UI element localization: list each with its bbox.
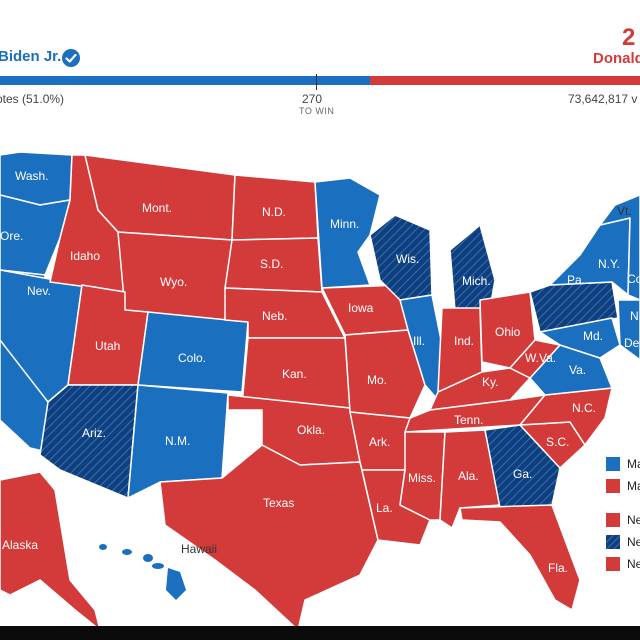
label-ga: Ga. <box>513 467 532 481</box>
label-idaho: Idaho <box>70 249 100 263</box>
label-nc: N.C. <box>572 401 596 415</box>
legend-swatch-hatched <box>606 535 620 549</box>
legend: Ma Ma Ne Ne Ne <box>606 455 640 595</box>
legend-swatch <box>606 457 620 471</box>
label-minn: Minn. <box>330 217 359 231</box>
state-md[interactable] <box>539 317 621 359</box>
state-colo[interactable] <box>137 311 249 393</box>
state-ariz[interactable] <box>39 384 139 499</box>
label-tenn: Tenn. <box>454 413 483 427</box>
label-miss: Miss. <box>408 471 436 485</box>
label-mich: Mich. <box>462 274 491 288</box>
label-okla: Okla. <box>297 423 325 437</box>
label-co-partial: Co <box>627 272 640 286</box>
label-nd: N.D. <box>262 205 286 219</box>
state-alaska[interactable] <box>0 471 100 626</box>
check-circle-icon <box>62 49 80 67</box>
label-sc: S.C. <box>546 435 569 449</box>
label-vt: Vt. <box>617 204 632 218</box>
legend-item: Ne <box>606 555 640 571</box>
label-ky: Ky. <box>482 375 498 389</box>
legend-item: Ne <box>606 511 640 527</box>
label-fla: Fla. <box>548 561 568 575</box>
label-texas: Texas <box>263 496 294 510</box>
results-header: Biden Jr. 2 Donald otes (51.0%) 270 TO W… <box>0 0 640 120</box>
label-va: Va. <box>569 363 586 377</box>
left-popular-votes: otes (51.0%) <box>0 92 65 106</box>
legend-swatch <box>606 557 620 571</box>
label-de-partial: De <box>624 336 640 350</box>
label-ill: Ill. <box>413 334 425 348</box>
label-ore: Ore. <box>0 229 23 243</box>
state-ga[interactable] <box>484 424 561 509</box>
label-n-partial: N <box>630 309 639 323</box>
legend-item: Ma <box>606 455 640 471</box>
label-pa: Pa. <box>567 273 585 287</box>
right-candidate-name: Donald <box>593 50 640 67</box>
label-nev: Nev. <box>27 284 51 298</box>
state-pa[interactable] <box>529 281 619 333</box>
label-wyo: Wyo. <box>160 275 187 289</box>
label-neb: Neb. <box>262 309 287 323</box>
label-wva: W.Va. <box>525 351 556 365</box>
state-minn[interactable] <box>314 177 381 289</box>
label-mont: Mont. <box>142 201 172 215</box>
legend-item: Ma <box>606 477 640 493</box>
legend-label: Ne <box>627 557 640 571</box>
state-mo[interactable] <box>344 329 426 419</box>
state-new-england[interactable] <box>599 194 640 301</box>
label-colo: Colo. <box>178 351 206 365</box>
state-hawaii[interactable] <box>99 544 186 600</box>
label-iowa: Iowa <box>348 301 374 315</box>
label-kan: Kan. <box>282 367 307 381</box>
state-fla[interactable] <box>459 504 581 611</box>
legend-label: Ne <box>627 513 640 527</box>
label-ohio: Ohio <box>495 325 521 339</box>
label-la: La. <box>376 501 393 515</box>
label-wash: Wash. <box>15 169 49 183</box>
label-hawaii: Hawaii <box>181 542 217 556</box>
electoral-bar-dem <box>0 76 370 85</box>
state-texas[interactable] <box>159 444 379 626</box>
win-threshold-number: 270 <box>302 92 323 106</box>
left-candidate-name: Biden Jr. <box>0 48 62 65</box>
win-threshold-label: TO WIN <box>299 106 335 116</box>
label-sd: S.D. <box>260 257 283 271</box>
label-nm: N.M. <box>165 434 190 448</box>
legend-swatch <box>606 479 620 493</box>
label-md: Md. <box>583 329 603 343</box>
legend-label: Ne <box>627 535 640 549</box>
state-mich[interactable] <box>449 224 496 311</box>
right-electoral-count: 2 <box>622 24 636 51</box>
legend-label: Ma <box>627 457 640 471</box>
label-ny: N.Y. <box>598 257 620 271</box>
legend-item: Ne <box>606 533 640 549</box>
us-results-map: Wash. Ore. Idaho Mont. Wyo. Nev. Utah Co… <box>0 151 640 626</box>
label-alaska: Alaska <box>2 538 38 552</box>
label-ala: Ala. <box>458 469 479 483</box>
legend-label: Ma <box>627 479 640 493</box>
label-wis: Wis. <box>396 252 419 266</box>
state-nj-de[interactable] <box>617 299 640 361</box>
right-popular-votes: 73,642,817 v <box>568 92 638 106</box>
label-ind: Ind. <box>454 334 474 348</box>
label-ark: Ark. <box>369 435 390 449</box>
legend-swatch <box>606 513 620 527</box>
win-threshold-tick <box>316 74 317 90</box>
label-mo: Mo. <box>367 373 387 387</box>
bottom-bar <box>0 626 640 640</box>
label-ariz: Ariz. <box>82 426 106 440</box>
electoral-bar <box>0 74 640 90</box>
label-utah: Utah <box>95 339 120 353</box>
